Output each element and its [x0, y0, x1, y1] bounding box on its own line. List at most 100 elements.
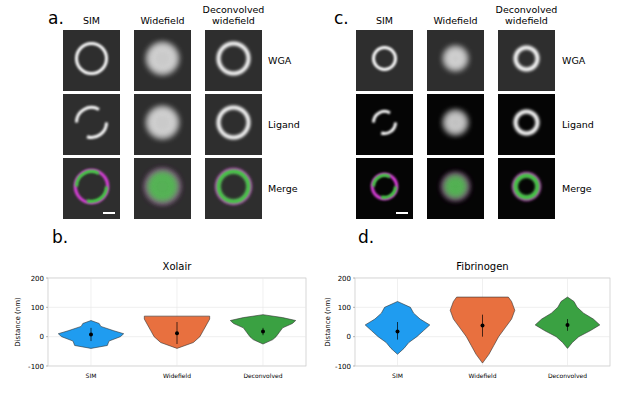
mean-point: [261, 329, 265, 333]
mean-point: [89, 333, 93, 337]
tick-label: 0: [40, 333, 44, 341]
chart-title: Xolair: [163, 261, 193, 272]
column-title-line: widefield: [505, 15, 548, 26]
figure: a.SIMWidefieldDeconvolvedwidefieldWGALig…: [0, 0, 617, 396]
blurred-disk: [445, 48, 467, 70]
ring: [374, 48, 396, 70]
blurred-disk: [445, 176, 467, 198]
blurred-disk: [443, 174, 467, 198]
violin: [450, 297, 515, 363]
column-title-line: Deconvolved: [203, 4, 265, 15]
image-content: [146, 170, 178, 202]
blurred-ring: [149, 109, 176, 136]
image-content: [76, 107, 106, 137]
image-cell: [498, 158, 555, 219]
tick-mark: [46, 278, 48, 279]
image-cell: [205, 94, 262, 155]
ring: [372, 174, 396, 198]
row-label: Ligand: [268, 119, 300, 130]
ring-arc: [373, 175, 390, 186]
panel-label: c.: [334, 8, 349, 28]
image-content: [219, 44, 249, 74]
scale-bar: [103, 212, 115, 214]
axis-label: Distance (nm): [324, 297, 332, 347]
tick-label: 100: [31, 304, 44, 312]
row-label: Merge: [268, 183, 298, 194]
deconvolved-ring: [516, 176, 538, 198]
mean-point: [396, 329, 400, 333]
tick-label: SIM: [392, 372, 403, 379]
ring: [75, 170, 107, 202]
column-title-line: widefield: [212, 15, 255, 26]
row-label: Merge: [562, 183, 592, 194]
tick-mark: [46, 307, 48, 308]
image-cell: [134, 158, 191, 219]
deconvolved-ring: [514, 174, 538, 198]
blurred-ring: [446, 113, 466, 133]
image-content: [75, 170, 107, 202]
image-cell: [205, 158, 262, 219]
image-content: [219, 108, 249, 138]
axis-label: Distance (nm): [14, 297, 22, 347]
blurred-disk: [148, 172, 178, 202]
scale-bar: [396, 212, 408, 214]
violin: [535, 297, 600, 348]
tick-label: 200: [338, 275, 351, 283]
image-content: [445, 48, 467, 70]
tick-label: 0: [347, 333, 351, 341]
violin: [230, 315, 295, 344]
image-cell: [134, 30, 191, 91]
image-content: [372, 174, 396, 198]
ring: [77, 44, 107, 74]
image-cell: [63, 158, 120, 219]
mean-point: [566, 323, 570, 327]
image-content: [148, 108, 178, 138]
image-content: [514, 174, 538, 198]
image-cell: [134, 94, 191, 155]
image-content: [374, 48, 396, 70]
tick-mark: [353, 278, 355, 279]
blurred-ring: [446, 49, 466, 69]
blurred-ring: [149, 173, 176, 200]
ring-arc: [87, 187, 107, 202]
image-content: [373, 111, 395, 133]
ring-arc: [373, 111, 390, 122]
column-title: SIM: [83, 15, 100, 26]
panel-label: d.: [358, 227, 374, 247]
tick-label: SIM: [86, 372, 97, 379]
tick-label: -100: [28, 363, 44, 371]
tick-mark: [353, 307, 355, 308]
panel-label: a.: [48, 8, 64, 28]
tick-mark: [353, 336, 355, 337]
tick-label: Deconvolved: [548, 372, 587, 379]
ring-arc: [87, 123, 107, 138]
image-cell: [427, 30, 484, 91]
plot-frame: [48, 278, 306, 366]
mean-point: [175, 331, 179, 335]
tick-label: Widefield: [163, 372, 191, 379]
tick-mark: [46, 366, 48, 367]
deconvolved-ring: [217, 170, 249, 202]
violin: [58, 321, 123, 349]
row-label: Ligand: [562, 119, 594, 130]
image-cell: [498, 30, 555, 91]
image-cell: [356, 30, 413, 91]
blurred-disk: [148, 108, 178, 138]
blurred-disk: [445, 112, 467, 134]
image-cell: [63, 30, 120, 91]
violin: [144, 316, 209, 348]
image-cell: [427, 158, 484, 219]
image-content: [516, 48, 538, 70]
tick-label: Deconvolved: [243, 372, 282, 379]
plot-frame: [355, 278, 610, 366]
blurred-disk: [146, 170, 178, 202]
violin: [365, 301, 430, 354]
blurred-ring: [148, 172, 177, 201]
chart-title: Fibrinogen: [456, 261, 508, 272]
deconvolved-ring: [219, 44, 249, 74]
mean-point: [481, 324, 485, 328]
deconvolved-ring: [219, 108, 249, 138]
tick-mark: [353, 366, 355, 367]
column-title-line: Deconvolved: [496, 4, 558, 15]
tick-label: -100: [335, 363, 351, 371]
